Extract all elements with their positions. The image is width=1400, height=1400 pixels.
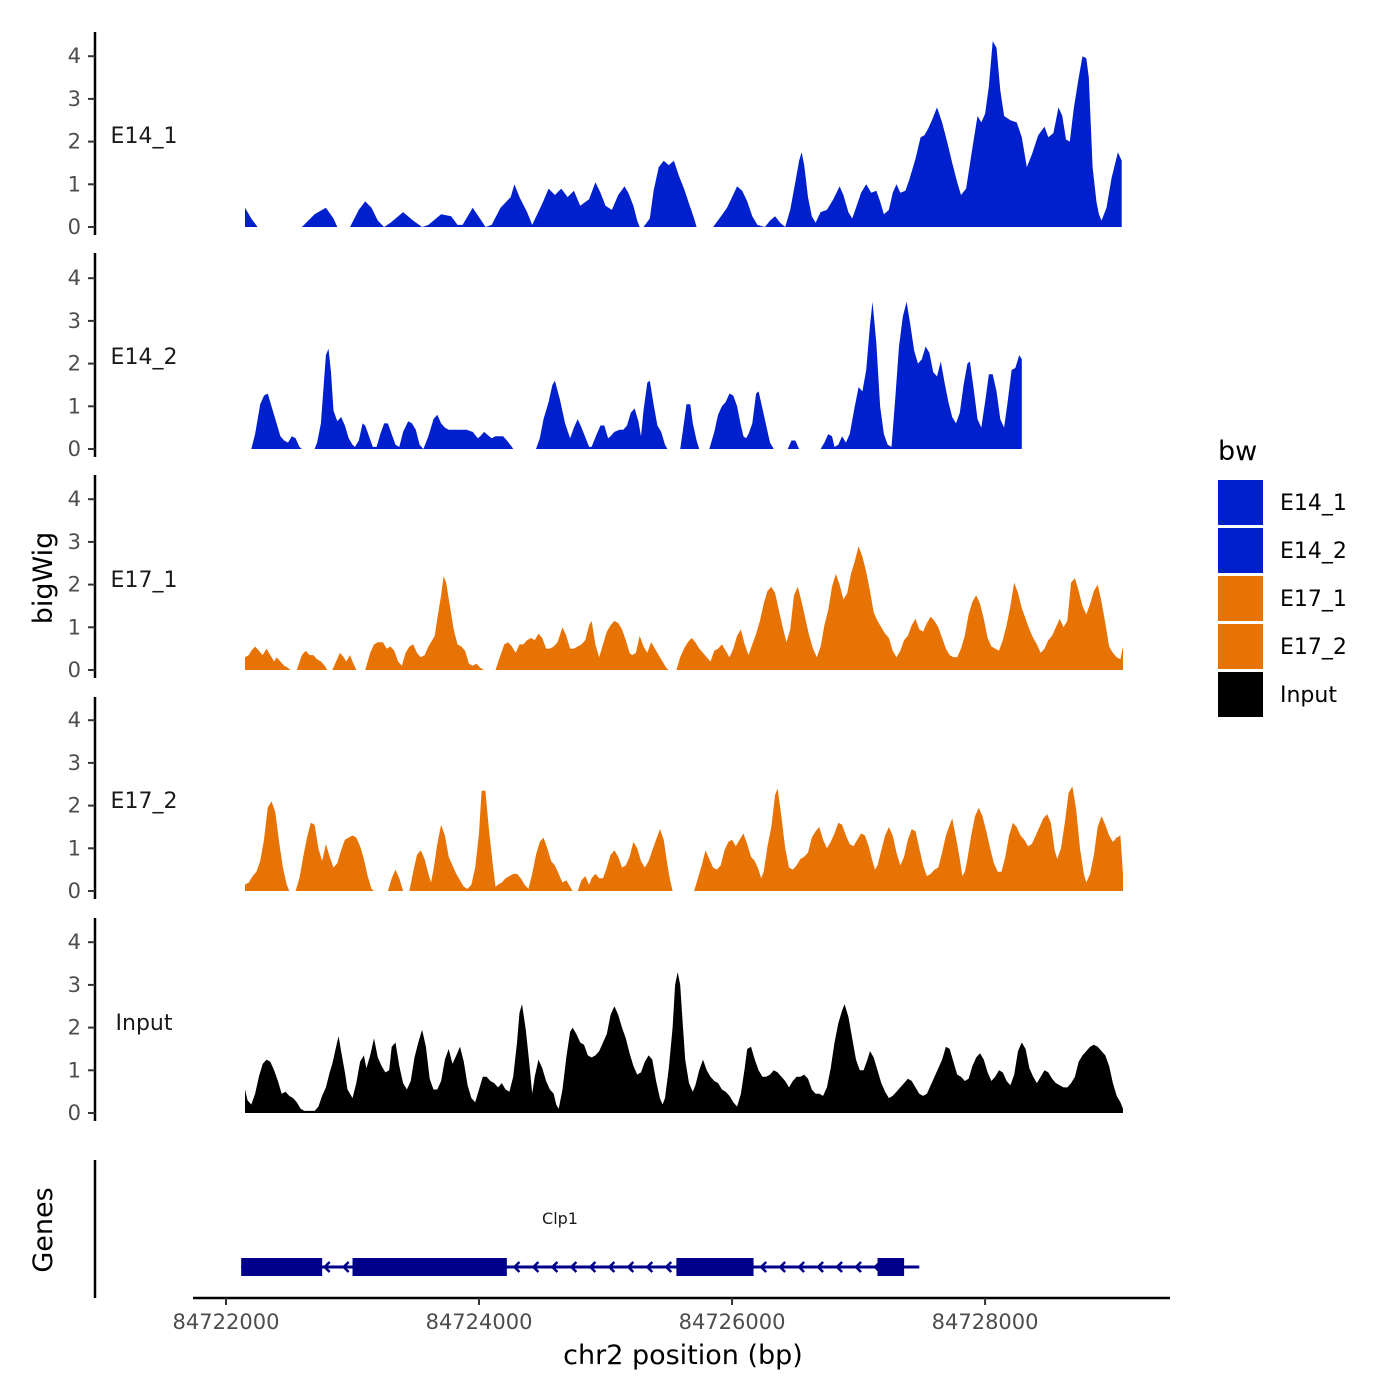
legend-swatch — [1218, 624, 1263, 669]
strand-chevron — [531, 1261, 540, 1273]
track-Input: 0 1 2 3 4 Input — [68, 918, 1123, 1125]
x-tick-label: 84726000 — [679, 1310, 786, 1334]
x-tick-label: 84728000 — [932, 1310, 1039, 1334]
track-E17_1: 0 1 2 3 4 E17_1 — [68, 475, 1123, 682]
legend-swatch — [1218, 672, 1263, 717]
y-tick-label: 2 — [68, 573, 81, 597]
strand-chevron — [569, 1261, 578, 1273]
x-tick-label: 84724000 — [426, 1310, 533, 1334]
y-tick-label: 2 — [68, 794, 81, 818]
y-tick-label: 0 — [68, 658, 81, 682]
y-tick-label: 4 — [68, 708, 81, 732]
genes-panel: Clp1 — [93, 1160, 920, 1298]
y-tick-label: 4 — [68, 487, 81, 511]
legend-title: bw — [1218, 436, 1257, 467]
legend-swatch — [1218, 480, 1263, 525]
y-tick-label: 4 — [68, 44, 81, 68]
legend-label: E17_1 — [1280, 587, 1347, 612]
legend-label: E14_2 — [1280, 539, 1347, 564]
track-E14_1: 0 1 2 3 4 E14_1 — [68, 32, 1122, 239]
y-tick-label: 3 — [68, 751, 81, 775]
strand-chevron — [512, 1261, 521, 1273]
track-label: E17_1 — [111, 568, 178, 593]
y-tick-label: 3 — [68, 530, 81, 554]
legend: bw E14_1 E14_2 E17_1 E17_2 Input — [1218, 436, 1347, 717]
coverage-area — [245, 972, 1123, 1113]
track-label: E14_1 — [111, 124, 178, 149]
y-tick-label: 0 — [68, 215, 81, 239]
y-tick-label: 3 — [68, 973, 81, 997]
y-tick-label: 2 — [68, 1016, 81, 1040]
y-tick-label: 2 — [68, 130, 81, 154]
strand-chevron — [322, 1261, 331, 1273]
legend-swatch — [1218, 576, 1263, 621]
track-E14_2: 0 1 2 3 4 E14_2 — [68, 253, 1022, 461]
x-tick-label: 84722000 — [173, 1310, 280, 1334]
gene-name-label: Clp1 — [542, 1209, 578, 1228]
strand-chevron — [588, 1261, 597, 1273]
strand-chevron — [759, 1261, 768, 1273]
strand-chevron — [816, 1261, 824, 1273]
genes-track-title: Genes — [28, 1187, 59, 1272]
legend-swatch — [1218, 528, 1263, 573]
strand-chevron — [778, 1261, 787, 1273]
y-tick-label: 1 — [68, 1058, 81, 1082]
legend-label: E17_2 — [1280, 635, 1347, 660]
coverage-area — [251, 301, 1022, 449]
coverage-area — [245, 786, 1123, 891]
x-axis: 84722000 84724000 84726000 84728000 — [173, 1296, 1170, 1334]
strand-chevron — [626, 1261, 635, 1273]
legend-label: Input — [1280, 683, 1337, 708]
strand-chevron — [607, 1261, 616, 1273]
y-axis-title: bigWig — [28, 532, 59, 625]
gene-exon — [352, 1258, 507, 1276]
coverage-tracks: 0 1 2 3 4 E14_1 0 1 2 3 4 E14_2 0 1 2 3 4 E17_1 0 1 2 3 4 E17_2… — [68, 32, 1123, 1125]
y-tick-label: 0 — [68, 879, 81, 903]
y-tick-label: 1 — [68, 615, 81, 639]
strand-chevron — [835, 1261, 843, 1273]
y-tick-label: 3 — [68, 87, 81, 111]
y-tick-label: 1 — [68, 836, 81, 860]
strand-chevron — [797, 1261, 805, 1273]
gene-exon — [877, 1258, 905, 1276]
y-tick-label: 1 — [68, 394, 81, 418]
y-tick-label: 4 — [68, 930, 81, 954]
y-tick-label: 2 — [68, 352, 81, 376]
coverage-area — [245, 41, 1122, 227]
gene-exon — [241, 1258, 323, 1276]
legend-label: E14_1 — [1280, 491, 1347, 516]
strand-chevron — [664, 1261, 673, 1273]
track-E17_2: 0 1 2 3 4 E17_2 — [68, 697, 1123, 903]
strand-chevron — [645, 1261, 654, 1273]
y-tick-label: 1 — [68, 172, 81, 196]
track-label: E14_2 — [111, 345, 178, 370]
y-tick-label: 0 — [68, 1101, 81, 1125]
y-tick-label: 4 — [68, 266, 81, 290]
x-axis-title: chr2 position (bp) — [563, 1340, 803, 1371]
gene-exon — [676, 1258, 754, 1276]
track-label: E17_2 — [111, 789, 178, 814]
strand-chevron — [854, 1261, 862, 1273]
coverage-area — [245, 546, 1123, 670]
track-label: Input — [116, 1011, 173, 1036]
strand-chevron — [341, 1261, 350, 1273]
strand-chevron — [550, 1261, 559, 1273]
y-tick-label: 0 — [68, 437, 81, 461]
y-tick-label: 3 — [68, 309, 81, 333]
